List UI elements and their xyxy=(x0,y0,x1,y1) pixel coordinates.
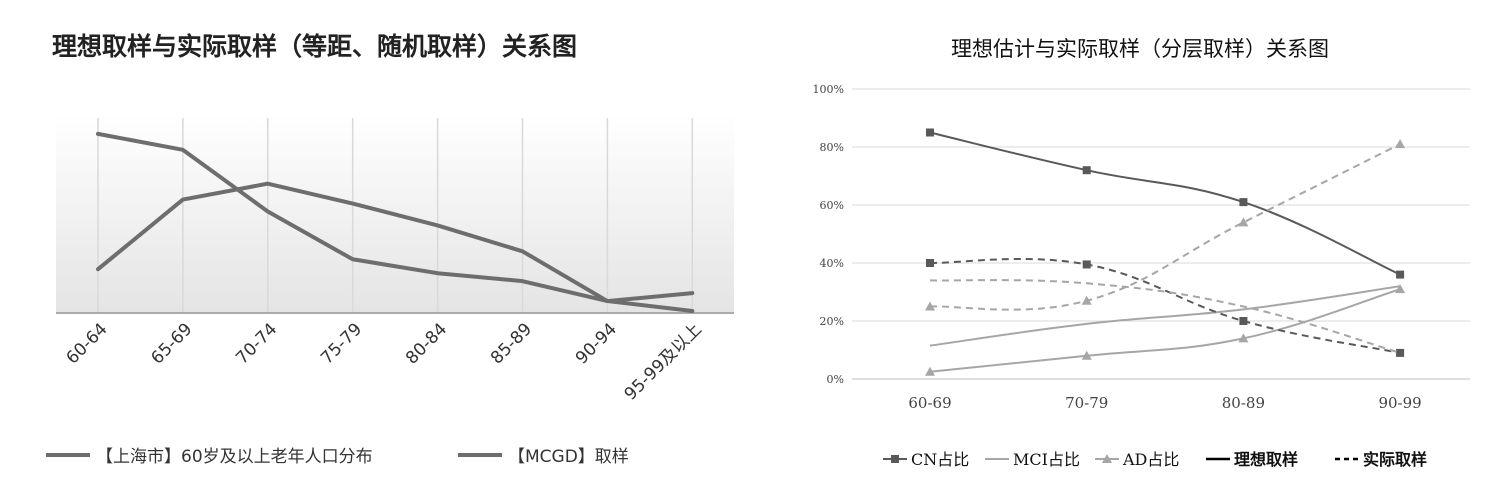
chart-right-x-tick-label: 80-89 xyxy=(1222,394,1265,412)
chart-right-y-tick-label: 0% xyxy=(827,373,844,386)
chart-left-x-tick-label: 65-69 xyxy=(147,319,196,368)
chart-left-x-tick-label: 90-94 xyxy=(572,319,621,368)
chart-right-point-marker xyxy=(926,128,934,137)
chart-right-x-tick-label: 70-79 xyxy=(1065,394,1108,412)
chart-right-series-line-6 xyxy=(929,143,1401,311)
chart-right-point-marker xyxy=(925,301,935,311)
chart-left-x-tick-label: 85-89 xyxy=(487,319,536,368)
chart-right-y-tick-label: 60% xyxy=(820,199,844,212)
chart-left-x-tick-label: 75-79 xyxy=(317,319,366,368)
legend-triangle-marker xyxy=(1102,454,1112,463)
chart-right-title: 理想估计与实际取样（分层取样）关系图 xyxy=(951,37,1329,61)
chart-right-legend: CN占比 MCI占比 AD占比 理想取样 实际取样 xyxy=(883,450,1427,469)
chart-right-legend-item: MCI占比 xyxy=(985,450,1080,469)
legend-label-population: 【上海市】60岁及以上老年人口分布 xyxy=(96,447,373,467)
legend-label: 实际取样 xyxy=(1363,450,1427,469)
chart-right-series-line-1 xyxy=(929,131,1401,276)
chart-right-point-marker xyxy=(1396,270,1405,279)
chart-right-point-marker xyxy=(1239,198,1248,207)
legend-label-mcgd: 【MCGD】取样 xyxy=(508,447,629,467)
chart-right-y-tick-label: 80% xyxy=(820,141,844,154)
chart-right-y-tick-label: 20% xyxy=(820,315,844,328)
chart-right-y-tick-label: 40% xyxy=(820,257,844,270)
chart-right-point-marker xyxy=(1239,317,1248,325)
chart-left-series-line-1 xyxy=(96,131,695,314)
chart-left-x-tick-label: 80-84 xyxy=(402,319,451,368)
chart-right-series-line-2 xyxy=(929,285,1401,347)
chart-left-x-tick-label: 60-64 xyxy=(62,319,111,368)
chart-right-point-marker xyxy=(1395,284,1406,294)
chart-right-series-line-4 xyxy=(929,257,1401,354)
chart-right-legend-item: 理想取样 xyxy=(1206,450,1298,469)
legend-label: CN占比 xyxy=(911,450,969,469)
chart-right-point-marker xyxy=(925,366,935,376)
chart-right-y-tick-label: 100% xyxy=(813,83,844,96)
chart-right: 理想估计与实际取样（分层取样）关系图 0% 20% 40% 60% 80% 100% 60… xyxy=(813,37,1470,469)
chart-right-point-marker xyxy=(1082,260,1091,269)
chart-right-point-marker xyxy=(1238,333,1249,343)
chart-right-point-marker xyxy=(1081,295,1092,305)
legend-label: MCI占比 xyxy=(1013,450,1080,469)
chart-right-series-line-3 xyxy=(929,288,1401,373)
chart-left-series-line-2 xyxy=(96,181,695,304)
chart-left: 理想取样与实际取样（等距、随机取样）关系图 60-64 65-69 70-74 75-… xyxy=(46,32,734,467)
chart-right-point-marker xyxy=(1396,348,1405,357)
legend-label: 理想取样 xyxy=(1234,450,1298,469)
chart-right-point-marker xyxy=(1395,139,1406,149)
chart-left-title: 理想取样与实际取样（等距、随机取样）关系图 xyxy=(52,32,577,61)
chart-right-point-marker xyxy=(1081,350,1092,360)
chart-right-legend-item: AD占比 xyxy=(1095,450,1179,469)
chart-right-x-tick-label: 90-99 xyxy=(1378,394,1421,412)
chart-right-point-marker xyxy=(926,259,934,267)
chart-right-legend-item: CN占比 xyxy=(883,450,969,469)
chart-right-series-line-5 xyxy=(929,279,1401,354)
chart-left-legend: 【上海市】60岁及以上老年人口分布 【MCGD】取样 xyxy=(46,447,629,467)
legend-square-marker xyxy=(891,455,899,463)
chart-right-point-marker xyxy=(1082,166,1091,175)
chart-left-x-tick-label: 70-74 xyxy=(232,319,281,368)
legend-label: AD占比 xyxy=(1122,450,1179,469)
chart-right-point-marker xyxy=(1238,217,1249,227)
chart-left-x-tick-label: 95-99及以上 xyxy=(621,319,706,404)
chart-right-x-tick-label: 60-69 xyxy=(908,394,951,412)
chart-right-legend-item: 实际取样 xyxy=(1335,450,1427,469)
